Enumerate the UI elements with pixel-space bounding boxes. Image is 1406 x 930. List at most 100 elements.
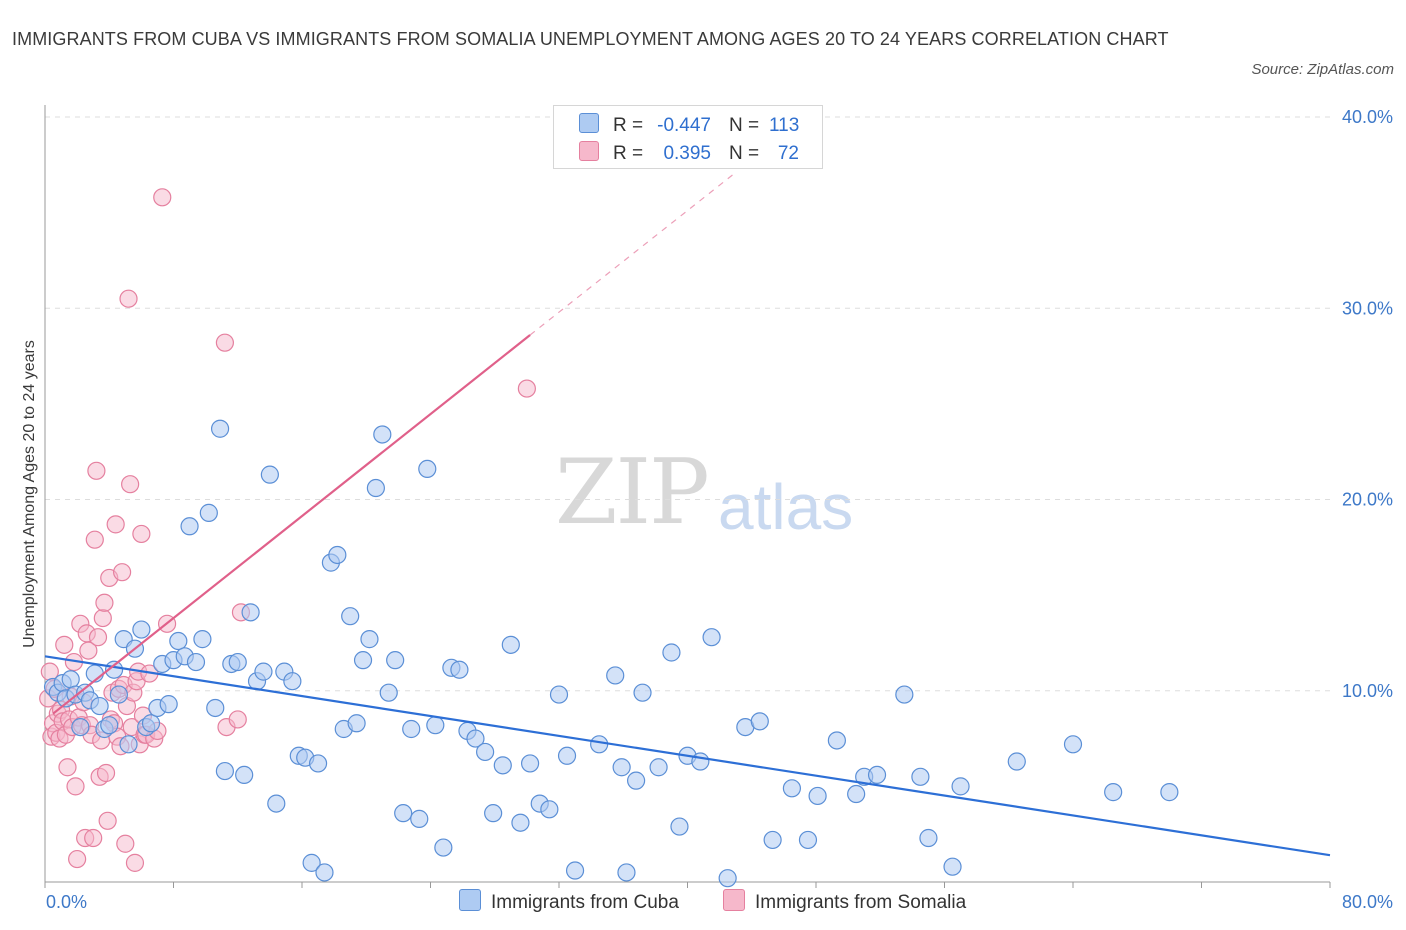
legend-row-cuba: R = -0.447 N = 113 (579, 113, 799, 137)
cuba-point (267, 794, 286, 813)
cuba-point (373, 425, 392, 444)
correlation-legend: R = -0.447 N = 113 R = 0.395 N = 72 (553, 105, 823, 169)
somalia-trend-line (52, 334, 531, 715)
watermark-zip: ZIP (555, 440, 710, 545)
somalia-point (132, 524, 151, 544)
cuba-point (493, 756, 512, 775)
cuba-point (71, 717, 90, 737)
cuba-point (565, 861, 585, 880)
cuba-point (649, 758, 668, 777)
somalia-point (228, 710, 247, 729)
cuba-point (1007, 752, 1026, 771)
tick-labels: 10.0% 20.0% 30.0% 40.0% 0.0% 80.0% (46, 107, 1393, 912)
watermark-atlas: atlas (718, 471, 854, 543)
y-tick-label: 10.0% (1342, 681, 1393, 701)
y-tick-label: 20.0% (1342, 490, 1393, 510)
cuba-point (1104, 783, 1123, 802)
somalia-trend-extension (529, 171, 737, 336)
cuba-point (347, 714, 366, 733)
legend-row-somalia: R = 0.395 N = 72 (579, 141, 799, 165)
cuba-point (141, 714, 161, 733)
somalia-point (96, 763, 116, 783)
cuba-point (943, 857, 962, 876)
somalia-point (66, 777, 85, 796)
cuba-point (341, 607, 360, 626)
cuba-point (662, 643, 681, 662)
somalia-point (58, 758, 77, 777)
somalia-point (153, 188, 172, 207)
source-label: Source: ZipAtlas.com (1251, 61, 1394, 78)
cuba-point (379, 683, 398, 702)
cuba-point (366, 478, 385, 498)
cuba-point (302, 853, 321, 872)
cuba-point (353, 651, 373, 670)
cuba-point (418, 459, 437, 478)
cuba-point (434, 838, 453, 857)
cuba-point (394, 804, 413, 823)
cuba-point (193, 630, 212, 649)
cuba-point (549, 685, 569, 704)
somalia-point (517, 379, 536, 398)
cuba-point (633, 683, 652, 702)
somalia-point (68, 849, 87, 869)
legend-item-cuba[interactable]: Immigrants from Cuba (459, 889, 679, 914)
somalia-point (93, 608, 112, 628)
cuba-point (308, 754, 328, 773)
cuba-point (410, 809, 429, 828)
cuba-point (612, 758, 631, 777)
r-value: 0.395 (663, 143, 711, 164)
n-value: 113 (769, 115, 800, 136)
cuba-point (590, 735, 609, 754)
cuba-point (235, 765, 254, 785)
somalia-point (116, 834, 135, 853)
r-label: R = (613, 115, 644, 136)
cuba-point (260, 465, 279, 484)
cuba-point (402, 719, 421, 739)
cuba-point (484, 804, 503, 823)
cuba-swatch (579, 113, 599, 133)
cuba-point (159, 695, 178, 714)
somalia-point (215, 333, 234, 352)
n-label: N = (729, 143, 760, 164)
legend-item-somalia[interactable]: Immigrants from Somalia (723, 889, 966, 914)
cuba-point (951, 777, 970, 796)
cuba-point (782, 779, 802, 798)
somalia-point (112, 563, 132, 582)
cuba-point (691, 752, 710, 771)
somalia-point (88, 628, 108, 647)
cuba-point (186, 652, 206, 672)
cuba-point (763, 830, 782, 850)
cuba-trend-line (44, 655, 1331, 857)
cuba-legend-swatch (459, 889, 481, 911)
axes (44, 105, 1331, 888)
somalia-point (125, 853, 145, 872)
cuba-point (90, 696, 109, 716)
cuba-point (750, 712, 769, 731)
somalia-swatch (579, 141, 599, 161)
cuba-point (315, 863, 334, 882)
cuba-point (557, 746, 577, 765)
cuba-point (100, 716, 119, 735)
cuba-point (199, 503, 218, 522)
somalia-point (119, 289, 138, 308)
cuba-point (169, 631, 188, 651)
cuba-point (617, 863, 636, 882)
cuba-point (206, 698, 225, 718)
legend-item-label: Immigrants from Somalia (755, 892, 967, 913)
cuba-point (228, 652, 247, 672)
somalia-point (84, 828, 103, 848)
somalia-point (87, 461, 106, 480)
cuba-point (867, 765, 887, 785)
cuba-point (1160, 783, 1179, 802)
somalia-point (121, 475, 140, 494)
cuba-point (215, 761, 234, 781)
cuba-point (109, 685, 128, 704)
n-label: N = (729, 115, 760, 136)
cuba-point (476, 742, 495, 762)
somalia-point (79, 641, 98, 660)
cuba-point (702, 628, 721, 647)
cuba-point (210, 419, 230, 438)
cuba-point (670, 817, 689, 836)
cuba-point (847, 784, 866, 804)
cuba-point (119, 735, 138, 754)
